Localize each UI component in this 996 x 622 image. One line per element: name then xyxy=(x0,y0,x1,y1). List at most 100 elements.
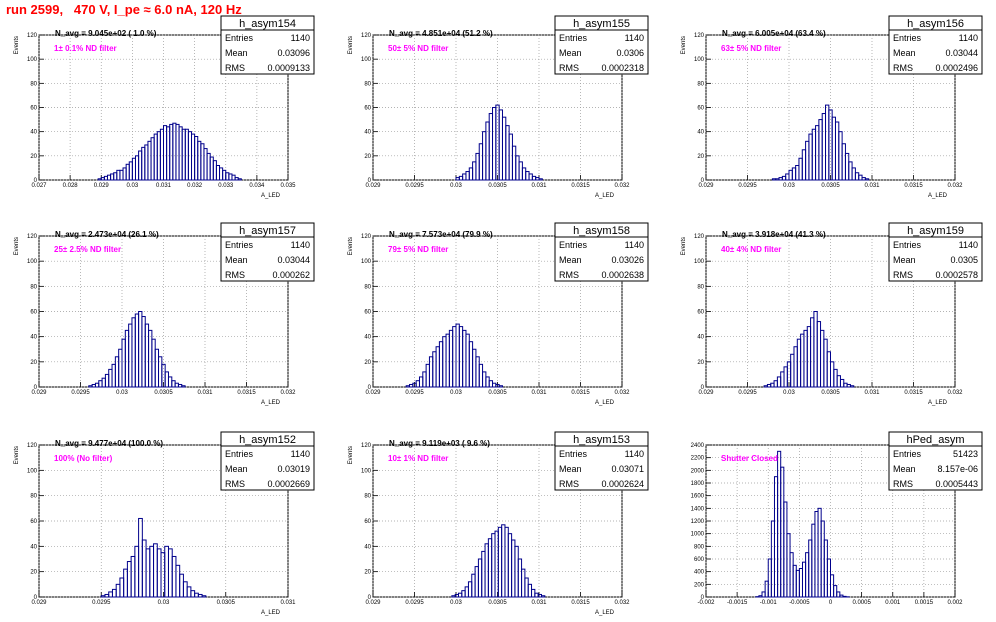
x-tick-label: 0.032 xyxy=(187,183,203,189)
stats-key: Mean xyxy=(559,48,582,58)
stats-value: 0.03019 xyxy=(277,464,310,474)
x-tick-label: 0.0305 xyxy=(217,600,236,606)
histogram-panel: 0.029 0.0295 0.03 0.0305 0.031 0.0315 0.032 0 20… xyxy=(14,222,315,406)
y-tick-label: 60 xyxy=(30,310,37,316)
x-axis-label: A_LED xyxy=(261,400,281,406)
x-tick-label: 0.0295 xyxy=(92,600,111,606)
stats-value: 0.03026 xyxy=(611,255,644,265)
stats-key: Entries xyxy=(893,449,922,459)
x-tick-label: 0.0315 xyxy=(571,600,590,606)
stats-box: h_asym158 Entries 1140 Mean 0.03026 RMS 0.0002… xyxy=(554,222,649,282)
histogram-bars xyxy=(455,104,543,181)
x-tick-label: -0.001 xyxy=(760,600,778,606)
stats-key: Mean xyxy=(893,255,916,265)
stats-key: Mean xyxy=(225,48,248,58)
stats-value: 0.0002578 xyxy=(935,270,978,280)
filter-label: 79± 5% ND filter xyxy=(388,245,448,254)
y-tick-label: 120 xyxy=(361,443,372,449)
x-axis-label: A_LED xyxy=(928,400,948,406)
y-tick-label: 60 xyxy=(697,106,704,112)
y-tick-label: 1400 xyxy=(691,506,705,512)
stats-frame xyxy=(554,431,649,491)
stats-value: 51423 xyxy=(953,449,978,459)
x-tick-label: 0.0315 xyxy=(904,183,923,189)
stats-box: h_asym157 Entries 1140 Mean 0.03044 RMS 0.0002… xyxy=(220,222,315,282)
stats-key: RMS xyxy=(225,270,245,280)
histogram-name: h_asym159 xyxy=(907,225,964,237)
x-tick-label: 0.0305 xyxy=(821,183,840,189)
y-tick-label: 20 xyxy=(364,570,371,576)
stats-key: Entries xyxy=(559,240,588,250)
stats-box: hPed_asym Entries 51423 Mean 8.157e-06 RMS 0.0… xyxy=(888,431,983,491)
x-tick-label: -0.0005 xyxy=(789,600,810,606)
y-tick-label: 80 xyxy=(364,81,371,87)
y-tick-label: 120 xyxy=(27,443,38,449)
navg-label: N_avg = 3.918e+04 (41.3 %) xyxy=(722,230,826,239)
y-tick-label: 200 xyxy=(694,582,705,588)
histogram-panel: 0.027 0.028 0.029 0.03 0.031 0.032 0.033 0.034 0… xyxy=(14,15,315,199)
x-tick-label: 0.03 xyxy=(783,183,795,189)
histogram-bars xyxy=(97,122,242,181)
histogram-bar xyxy=(836,591,841,598)
stats-value: 0.000262 xyxy=(272,270,310,280)
x-tick-label: 0.031 xyxy=(864,390,880,396)
x-tick-label: 0.0295 xyxy=(738,183,757,189)
y-tick-label: 0 xyxy=(701,178,705,184)
y-tick-label: 20 xyxy=(697,360,704,366)
histogram-panel: 0.029 0.0295 0.03 0.0305 0.031 0.0315 0.032 0 20… xyxy=(681,15,983,199)
histogram-name: h_asym154 xyxy=(239,18,296,30)
histogram-bars xyxy=(771,104,870,181)
histogram-bar xyxy=(181,385,186,388)
y-tick-label: 100 xyxy=(27,57,38,63)
x-tick-label: 0.032 xyxy=(614,600,630,606)
stats-key: Entries xyxy=(893,33,922,43)
x-tick-label: 0.0305 xyxy=(488,600,507,606)
y-tick-label: 20 xyxy=(364,154,371,160)
stats-key: RMS xyxy=(225,479,245,489)
filter-label: 50± 5% ND filter xyxy=(388,44,448,53)
y-tick-label: 100 xyxy=(694,57,705,63)
stats-key: Mean xyxy=(559,255,582,265)
y-tick-label: 60 xyxy=(364,519,371,525)
y-tick-label: 40 xyxy=(30,130,37,136)
histogram-bar xyxy=(864,178,870,181)
x-tick-label: 0.029 xyxy=(365,390,381,396)
y-axis-label: Events xyxy=(681,237,687,255)
y-tick-label: 0 xyxy=(368,178,372,184)
x-tick-label: 0.032 xyxy=(280,390,296,396)
x-tick-label: 0.0295 xyxy=(405,390,424,396)
y-tick-label: 400 xyxy=(694,570,705,576)
filter-label: 1± 0.1% ND filter xyxy=(54,44,117,53)
y-axis-label: Events xyxy=(14,446,20,464)
y-tick-label: 20 xyxy=(30,360,37,366)
stats-value: 0.03044 xyxy=(945,48,978,58)
filter-label: 63± 5% ND filter xyxy=(721,44,781,53)
stats-frame xyxy=(554,222,649,282)
stats-key: Entries xyxy=(225,33,254,43)
x-tick-label: 0.0305 xyxy=(488,183,507,189)
x-tick-label: 0.0315 xyxy=(571,390,590,396)
stats-box: h_asym155 Entries 1140 Mean 0.0306 RMS 0.00023… xyxy=(554,15,649,75)
stats-frame xyxy=(220,431,315,491)
y-tick-label: 40 xyxy=(364,544,371,550)
navg-label: N_avg = 9.477e+04 (100.0 %) xyxy=(55,439,163,448)
x-tick-label: 0.032 xyxy=(614,183,630,189)
stats-value: 1140 xyxy=(625,240,644,250)
histogram-panel: 0.029 0.0295 0.03 0.0305 0.031 0 20 40 60 80 100 12… xyxy=(14,431,315,616)
histogram-bars xyxy=(405,323,503,388)
y-tick-label: 0 xyxy=(701,385,705,391)
x-tick-label: 0.03 xyxy=(450,183,462,189)
x-tick-label: 0.029 xyxy=(365,183,381,189)
y-axis-label: Events xyxy=(14,237,20,255)
x-tick-label: 0.03 xyxy=(450,390,462,396)
histogram-name: h_asym158 xyxy=(573,225,630,237)
y-tick-label: 2200 xyxy=(691,456,705,462)
x-tick-label: 0.035 xyxy=(280,183,296,189)
stats-key: Entries xyxy=(559,33,588,43)
x-tick-label: 0.0295 xyxy=(405,600,424,606)
y-tick-label: 0 xyxy=(701,595,705,601)
histogram-bars xyxy=(451,524,546,598)
y-tick-label: 60 xyxy=(697,310,704,316)
stats-box: h_asym156 Entries 1140 Mean 0.03044 RMS 0.0002… xyxy=(888,15,983,75)
histogram-panel: 0.029 0.0295 0.03 0.0305 0.031 0.0315 0.032 0 20… xyxy=(348,222,649,406)
